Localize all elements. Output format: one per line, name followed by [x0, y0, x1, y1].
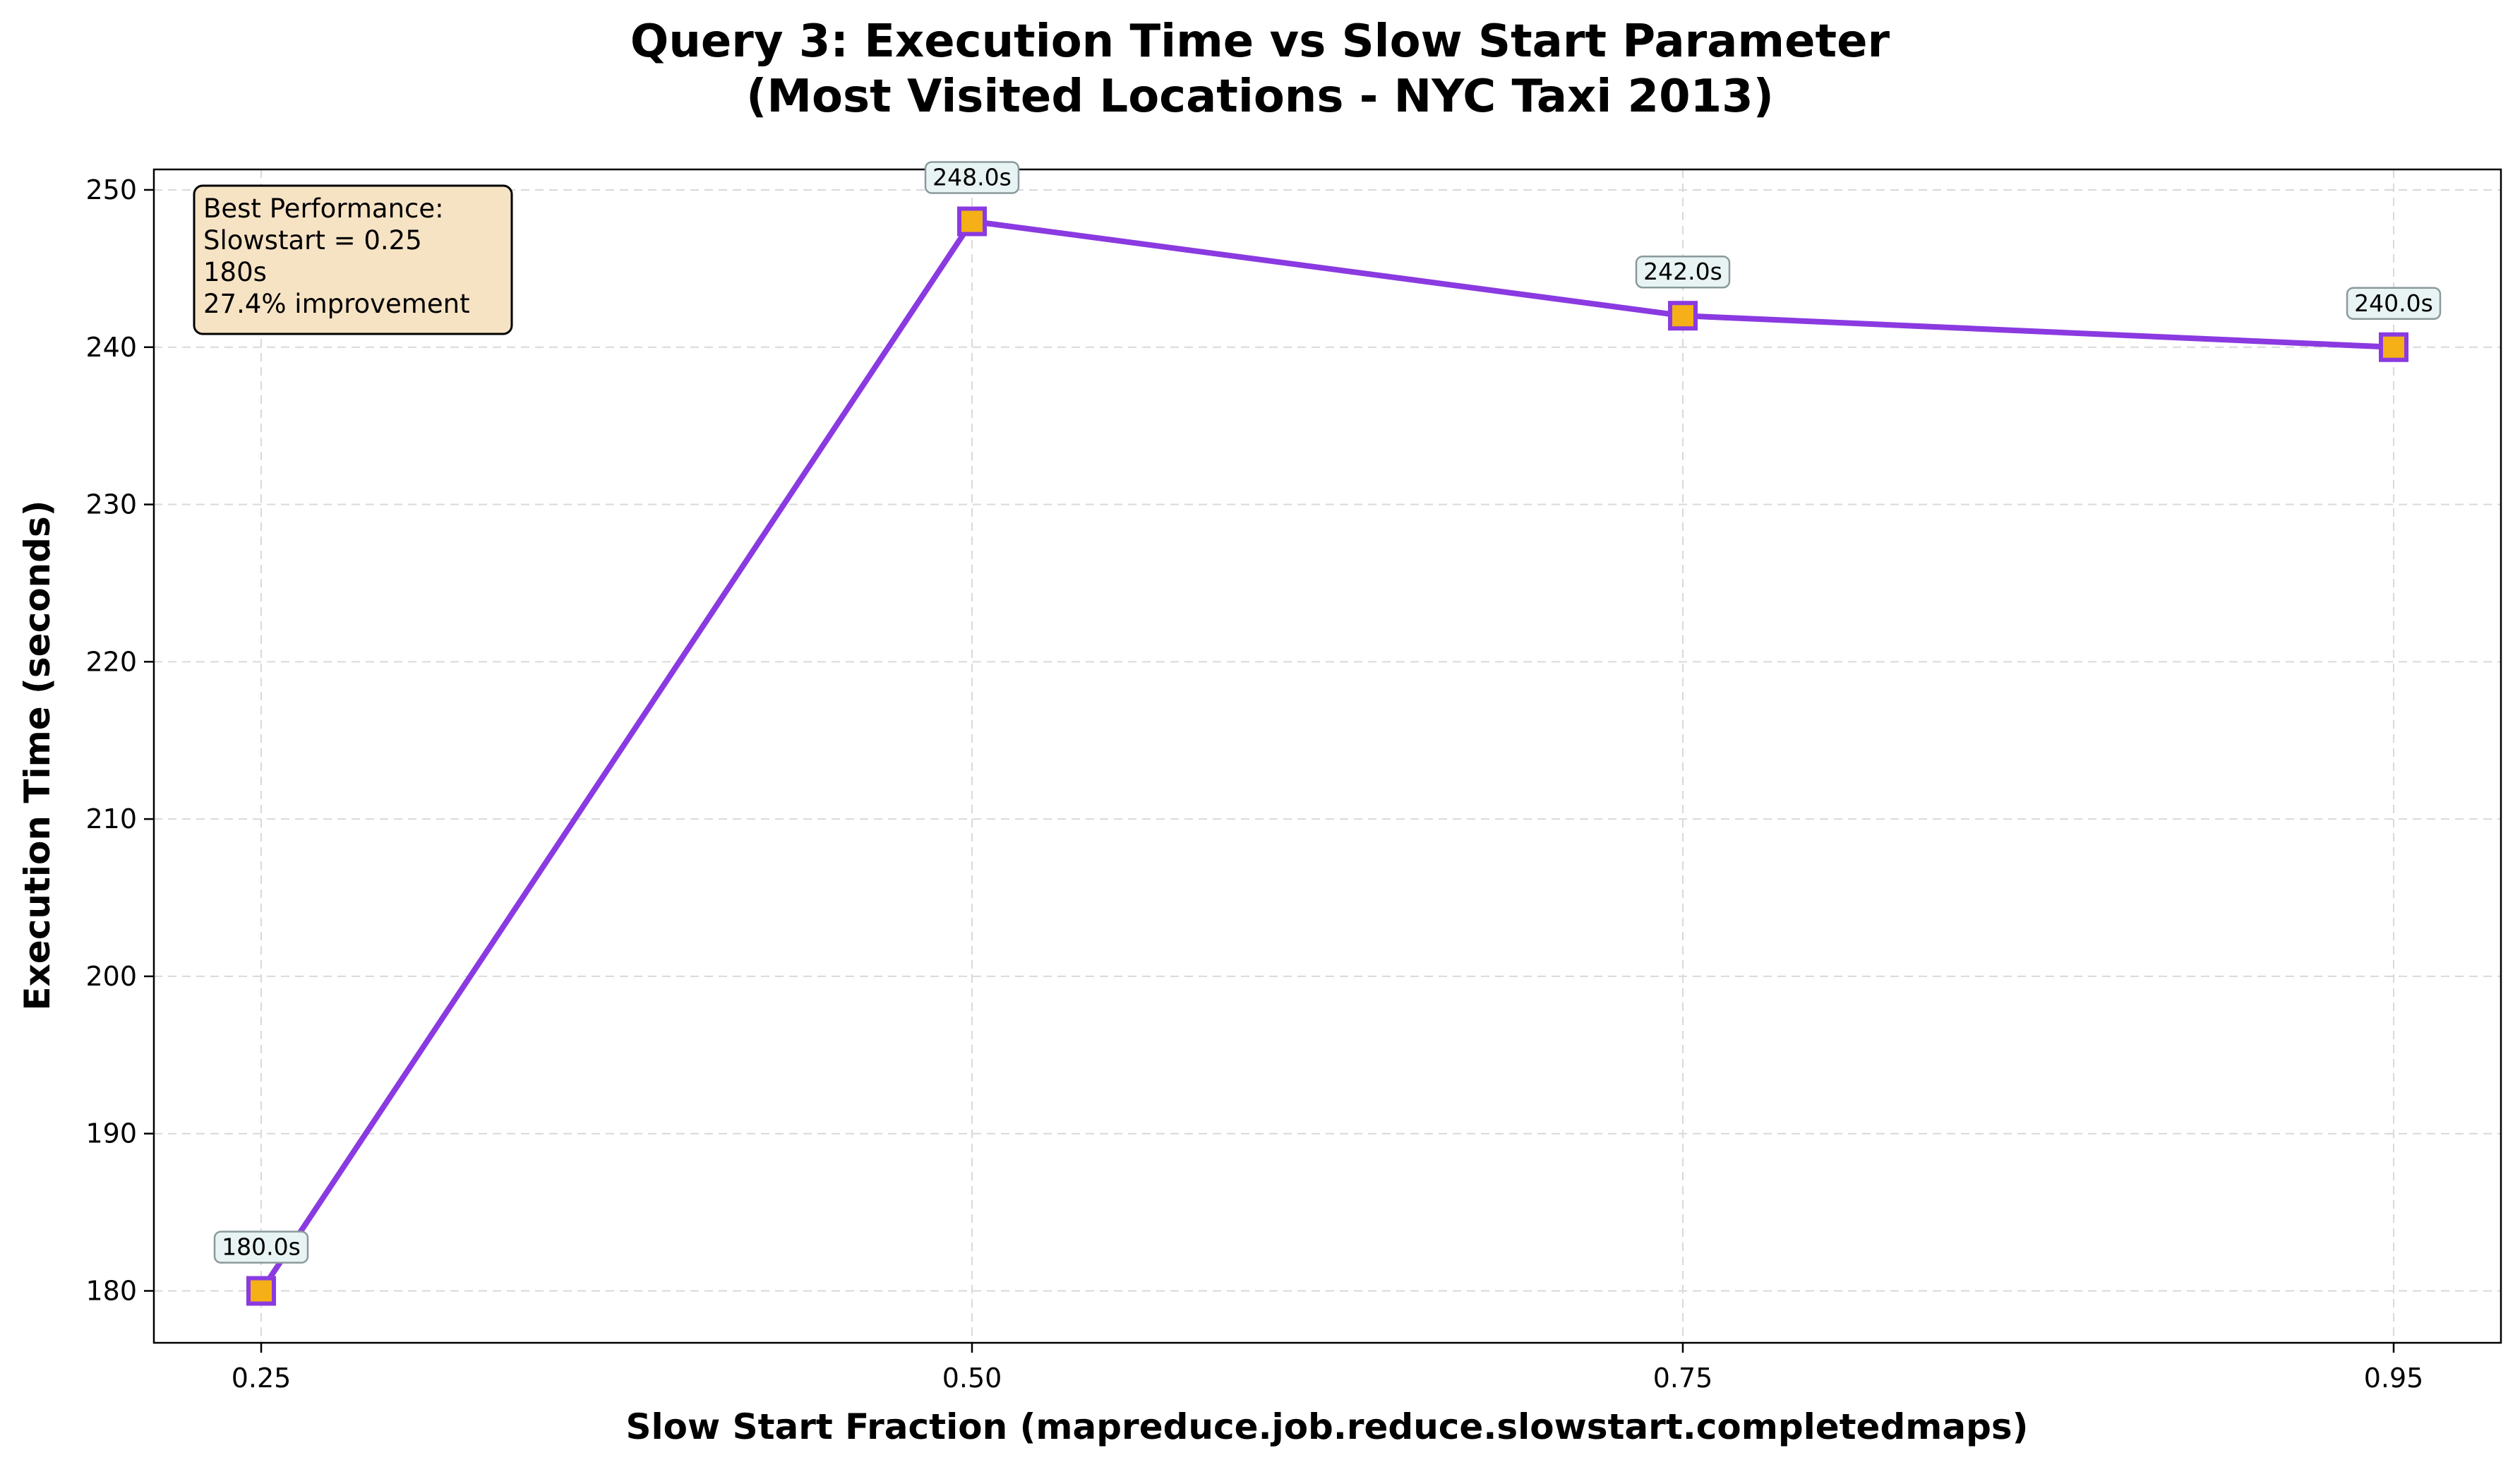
- x-tick-label: 0.25: [232, 1363, 292, 1394]
- plot-area: [152, 168, 2502, 1344]
- chart-title: Query 3: Execution Time vs Slow Start Pa…: [630, 16, 1890, 68]
- series-line: [258, 218, 2396, 1294]
- y-tick-label: 250: [85, 174, 137, 205]
- data-label: 180.0s: [222, 1233, 301, 1260]
- data-point-marker: [246, 1276, 276, 1306]
- data-label: 248.0s: [932, 164, 1012, 191]
- y-tick-label: 200: [85, 961, 137, 992]
- y-tick-label: 180: [85, 1275, 137, 1306]
- grid-lines: [154, 169, 2501, 1343]
- data-labels: 180.0s 248.0s 242.0s 240.0s: [213, 161, 2442, 1264]
- data-label: 242.0s: [1643, 258, 1722, 285]
- data-label-box: [924, 161, 1020, 194]
- x-tick-label: 0.95: [2364, 1363, 2424, 1394]
- data-label-box: [2346, 287, 2442, 321]
- y-tick-label: 240: [85, 332, 137, 363]
- annotation-line: 27.4% improvement: [203, 289, 470, 319]
- data-point-marker: [957, 206, 987, 237]
- data-markers: [246, 206, 2408, 1306]
- annotation-line: Best Performance:: [203, 193, 444, 224]
- data-label-box: [1635, 255, 1731, 289]
- y-axis-label: Execution Time (seconds): [17, 500, 58, 1010]
- data-label: 240.0s: [2354, 289, 2433, 317]
- y-tick-label: 210: [85, 803, 137, 834]
- y-tick-label: 220: [85, 646, 137, 677]
- y-tick-label: 190: [85, 1118, 137, 1149]
- annotation-line: 180s: [203, 257, 267, 287]
- x-tick-label: 0.50: [942, 1363, 1002, 1394]
- x-axis-label: Slow Start Fraction (mapreduce.job.reduc…: [625, 1406, 2028, 1447]
- y-tick-label: 230: [85, 489, 137, 520]
- x-axis-ticks: 0.25 0.50 0.75 0.95: [232, 1343, 2424, 1394]
- x-tick-label: 0.75: [1653, 1363, 1713, 1394]
- data-point-marker: [2379, 332, 2408, 362]
- y-axis-ticks: 180 190 200 210 220 230 240 250: [85, 174, 154, 1306]
- best-performance-annotation: Best Performance: Slowstart = 0.25 180s …: [193, 184, 513, 335]
- annotation-box: [193, 184, 513, 335]
- data-point-marker: [1668, 301, 1698, 331]
- chart-subtitle: (Most Visited Locations - NYC Taxi 2013): [746, 71, 1774, 123]
- annotation-line: Slowstart = 0.25: [203, 225, 422, 256]
- data-label-box: [213, 1231, 309, 1264]
